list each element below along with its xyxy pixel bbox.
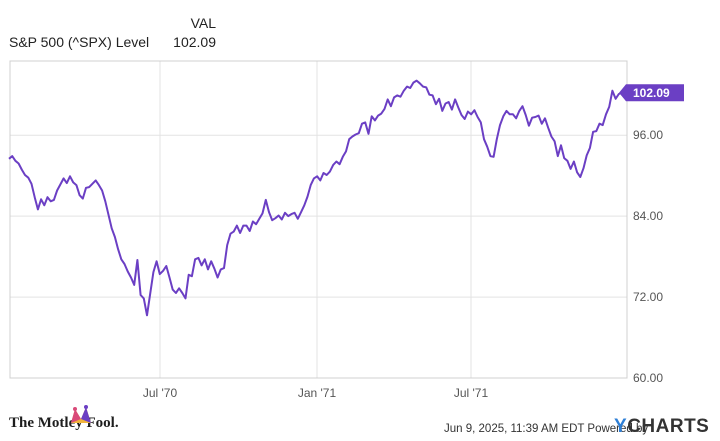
plot-frame	[9, 60, 628, 379]
line-chart: Jul '70 Jan '71 Jul '71 60.00 72.00 84.00 96.0…	[8, 60, 684, 400]
legend-series-label: . S&P 500 (^SPX) Level	[9, 14, 149, 52]
value-column-header: VAL	[190, 15, 216, 31]
last-value-marker: 102.09	[619, 84, 684, 102]
grid-lines	[10, 61, 627, 379]
ycharts-logo: YCHARTS	[614, 416, 710, 437]
y-tick-label: 96.00	[633, 128, 663, 142]
jester-hat-icon	[71, 405, 91, 423]
series-line-spx	[8, 79, 623, 317]
x-tick-label: Jul '70	[143, 386, 178, 400]
last-value-flag	[619, 84, 684, 102]
x-tick-label: Jan '71	[298, 386, 337, 400]
series-current-value: 102.09	[173, 34, 216, 50]
y-tick-label: 60.00	[633, 371, 663, 385]
axis-ticks: Jul '70 Jan '71 Jul '71 60.00 72.00 84.00 96.0…	[143, 128, 664, 400]
y-tick-label: 72.00	[633, 290, 663, 304]
timestamp-text: Jun 9, 2025, 11:39 AM EDT Powered by	[444, 423, 649, 435]
legend-value-column: VAL 102.09	[160, 14, 216, 52]
footer: The Motley Fool. Jun 9, 2025, 11:39 AM E…	[0, 405, 720, 441]
x-tick-label: Jul '71	[454, 386, 489, 400]
motley-fool-logo: The Motley Fool.	[9, 415, 119, 431]
series-label-text: S&P 500 (^SPX) Level	[9, 34, 150, 50]
last-value-label: 102.09	[633, 86, 670, 100]
y-tick-label: 84.00	[633, 209, 663, 223]
